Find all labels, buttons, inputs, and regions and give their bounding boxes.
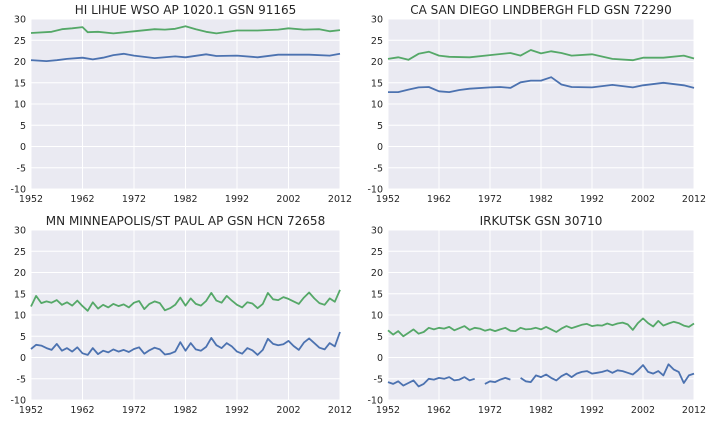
x-tick-label: 1952 bbox=[19, 405, 43, 416]
y-tick-label: -10 bbox=[367, 396, 383, 407]
y-tick-label: 10 bbox=[371, 311, 383, 322]
y-tick-label: 20 bbox=[371, 57, 383, 68]
y-tick-label: 10 bbox=[14, 311, 26, 322]
y-tick-label: 0 bbox=[377, 353, 383, 364]
series-line-1 bbox=[387, 49, 695, 62]
y-tick-label: 15 bbox=[371, 289, 383, 300]
x-tick-label: 1972 bbox=[478, 194, 502, 205]
x-tick-label: 2002 bbox=[631, 405, 655, 416]
series-line-2 bbox=[387, 363, 695, 388]
y-tick-label: -10 bbox=[10, 185, 26, 196]
y-tick-label: -10 bbox=[367, 185, 383, 196]
y-tick-label: 0 bbox=[377, 142, 383, 153]
x-tick-label: 1952 bbox=[19, 194, 43, 205]
y-tick-label: 20 bbox=[14, 268, 26, 279]
y-tick-label: 25 bbox=[14, 36, 26, 47]
y-tick-label: 25 bbox=[14, 247, 26, 258]
x-tick-label: 1972 bbox=[122, 194, 146, 205]
x-tick-label: 1982 bbox=[173, 405, 197, 416]
y-tick-label: 30 bbox=[371, 226, 383, 237]
x-tick-label: 2002 bbox=[276, 194, 300, 205]
series-line-2 bbox=[30, 331, 341, 356]
y-tick-label: 5 bbox=[20, 121, 26, 132]
y-tick-label: 20 bbox=[14, 57, 26, 68]
y-tick-label: -10 bbox=[10, 396, 26, 407]
x-tick-label: 2002 bbox=[276, 405, 300, 416]
x-tick-label: 1982 bbox=[529, 194, 553, 205]
x-tick-label: 1992 bbox=[580, 405, 604, 416]
y-tick-label: 25 bbox=[371, 36, 383, 47]
series-line-1 bbox=[387, 317, 695, 338]
y-tick-label: 5 bbox=[377, 332, 383, 343]
chart-title: IRKUTSK GSN 30710 bbox=[480, 214, 603, 228]
x-tick-label: 1952 bbox=[376, 405, 400, 416]
y-tick-label: 0 bbox=[20, 142, 26, 153]
subplot-2: -10 -5 0 5 10 15 20 25 30 1952 1962 1972 1982 1992 200… bbox=[367, 3, 706, 205]
y-tick-label: 25 bbox=[371, 247, 383, 258]
x-tick-label: 2012 bbox=[328, 405, 352, 416]
x-tick-label: 1982 bbox=[529, 405, 553, 416]
x-tick-label: 2012 bbox=[328, 194, 352, 205]
y-tick-label: -5 bbox=[374, 163, 383, 174]
x-tick-label: 2012 bbox=[682, 194, 706, 205]
x-tick-label: 1962 bbox=[70, 405, 94, 416]
x-tick-label: 1992 bbox=[225, 405, 249, 416]
series-line-2 bbox=[388, 76, 695, 93]
chart-title: MN MINNEAPOLIS/ST PAUL AP GSN HCN 72658 bbox=[46, 214, 325, 228]
y-tick-label: 30 bbox=[371, 15, 383, 26]
x-tick-label: 1962 bbox=[427, 405, 451, 416]
x-tick-label: 1962 bbox=[427, 194, 451, 205]
x-tick-label: 1972 bbox=[478, 405, 502, 416]
y-tick-label: 30 bbox=[14, 15, 26, 26]
chart-title: CA SAN DIEGO LINDBERGH FLD GSN 72290 bbox=[410, 3, 671, 17]
x-tick-label: 1982 bbox=[173, 194, 197, 205]
x-tick-label: 1952 bbox=[376, 194, 400, 205]
subplot-3: -10 -5 0 5 10 15 20 25 30 1952 1962 1972 1982 1992 200… bbox=[10, 214, 352, 416]
series-line-1 bbox=[30, 289, 341, 312]
series-line-2 bbox=[30, 52, 341, 62]
subplot-1: -10 -5 0 5 10 15 20 25 30 1952 1962 1972 1982 1992 200… bbox=[10, 3, 352, 205]
x-tick-label: 2002 bbox=[631, 194, 655, 205]
x-tick-label: 1972 bbox=[122, 405, 146, 416]
y-tick-label: 10 bbox=[14, 100, 26, 111]
x-tick-label: 1992 bbox=[225, 194, 249, 205]
y-tick-label: 5 bbox=[377, 121, 383, 132]
y-tick-label: 15 bbox=[371, 78, 383, 89]
x-tick-label: 2012 bbox=[682, 405, 706, 416]
y-tick-label: -5 bbox=[374, 374, 383, 385]
x-tick-label: 1992 bbox=[580, 194, 604, 205]
y-tick-label: 15 bbox=[14, 289, 26, 300]
y-tick-label: 15 bbox=[14, 78, 26, 89]
x-tick-label: 1962 bbox=[70, 194, 94, 205]
y-tick-label: 5 bbox=[20, 332, 26, 343]
chart-title: HI LIHUE WSO AP 1020.1 GSN 91165 bbox=[75, 3, 297, 17]
subplot-4: -10 -5 0 5 10 15 20 25 30 1952 1962 1972 1982 1992 200… bbox=[367, 214, 706, 416]
y-tick-label: -5 bbox=[17, 163, 26, 174]
series-line-1 bbox=[30, 25, 341, 35]
y-tick-label: 20 bbox=[371, 268, 383, 279]
y-tick-label: 10 bbox=[371, 100, 383, 111]
y-tick-label: -5 bbox=[17, 374, 26, 385]
y-tick-label: 30 bbox=[14, 226, 26, 237]
y-tick-label: 0 bbox=[20, 353, 26, 364]
